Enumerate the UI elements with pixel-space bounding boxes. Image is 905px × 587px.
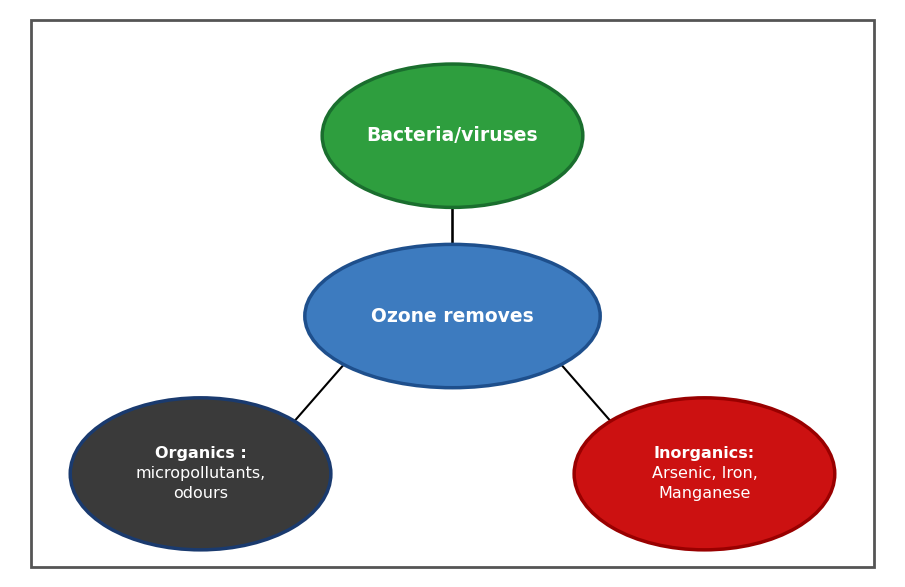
- Text: Inorganics:: Inorganics:: [654, 446, 755, 461]
- Text: Ozone removes: Ozone removes: [371, 306, 534, 326]
- Text: Organics :: Organics :: [155, 446, 246, 461]
- Text: micropollutants,: micropollutants,: [136, 466, 266, 481]
- Ellipse shape: [322, 64, 583, 207]
- Ellipse shape: [71, 398, 331, 550]
- Text: odours: odours: [173, 487, 228, 501]
- Text: Arsenic, Iron,: Arsenic, Iron,: [652, 466, 757, 481]
- Ellipse shape: [305, 244, 600, 388]
- Text: Bacteria/viruses: Bacteria/viruses: [367, 126, 538, 145]
- Text: Manganese: Manganese: [658, 487, 750, 501]
- Ellipse shape: [574, 398, 834, 550]
